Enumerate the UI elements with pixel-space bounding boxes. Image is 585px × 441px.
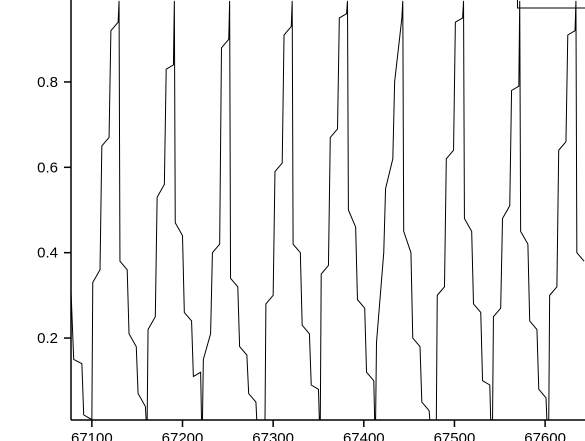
x-tick-label: 67300: [252, 430, 294, 441]
data-line: [71, 0, 585, 420]
y-tick-label: 0.8: [37, 74, 58, 91]
y-tick-label: 0.2: [37, 330, 58, 347]
x-tick-label: 67400: [343, 430, 385, 441]
x-tick-label: 67100: [71, 430, 113, 441]
x-tick-label: 67200: [162, 430, 204, 441]
x-tick-label: 67500: [434, 430, 476, 441]
plot-area: [71, 0, 585, 420]
y-tick-label: 0.6: [37, 159, 58, 176]
y-tick-label: 0.4: [37, 245, 58, 262]
legend-box: [517, 0, 585, 9]
x-tick-label: 67600: [524, 430, 566, 441]
